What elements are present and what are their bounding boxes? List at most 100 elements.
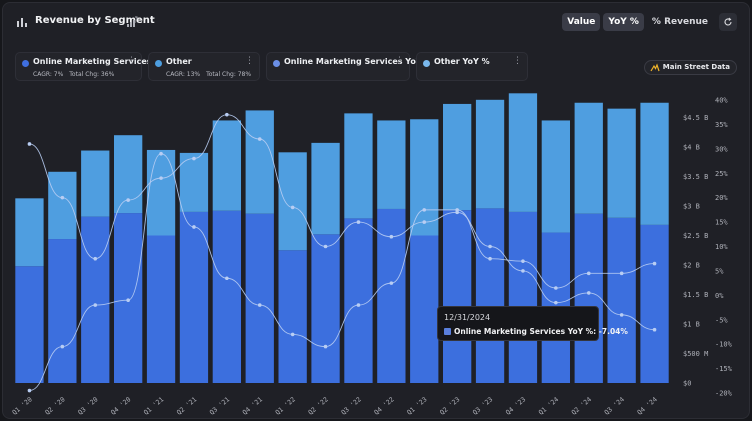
bar-online-marketing [114, 213, 143, 383]
right-axis-tick: 15% [715, 219, 728, 227]
legend-label: Online Marketing Services YoY... [284, 57, 430, 66]
x-axis-tick: Q2 '21 [175, 395, 198, 416]
oms-yoy-point [389, 234, 394, 239]
oms-yoy-point [290, 205, 295, 210]
other-yoy-point [290, 332, 295, 337]
x-axis-tick: Q1 '20 [11, 395, 34, 416]
other-yoy-point [422, 208, 427, 212]
bar-other [607, 108, 636, 218]
chart-type-icon[interactable] [126, 16, 138, 28]
oms-yoy-point [586, 291, 591, 295]
left-axis-tick: $1.5 B [683, 291, 708, 299]
toggle-percent-revenue[interactable]: % Revenue [651, 17, 708, 27]
chart-title: Revenue by Segment [35, 15, 155, 26]
other-yoy-point [192, 225, 196, 229]
other-yoy-point [521, 259, 525, 263]
legend-stats: CAGR: 7% Total Chg: 36% [33, 71, 114, 78]
bar-other [311, 142, 340, 235]
chart-header: Revenue by Segment Value YoY % % Revenue [3, 3, 749, 41]
left-axis-tick: $3 B [683, 203, 700, 211]
right-axis-tick: 35% [715, 121, 728, 129]
bar-chart-icon [17, 18, 27, 27]
bar-online-marketing [574, 213, 603, 383]
source-label: Main Street Data [662, 63, 730, 71]
refresh-button[interactable] [719, 13, 737, 31]
other-yoy-point [257, 303, 262, 307]
total-change-value: Total Chg: 36% [69, 71, 115, 78]
x-axis-tick: Q3 '21 [208, 395, 231, 416]
legend-label: Online Marketing Services [33, 57, 152, 66]
x-axis-tick: Q4 '21 [241, 395, 264, 416]
x-axis-tick: Q1 '23 [405, 395, 428, 416]
tooltip-date: 12/31/2024 [444, 313, 491, 322]
oms-yoy-point [619, 313, 624, 317]
other-yoy-point [652, 261, 657, 266]
x-axis-tick: Q3 '23 [471, 395, 494, 416]
bar-other [48, 171, 77, 240]
bar-online-marketing [344, 218, 373, 383]
right-axis-tick: -20% [715, 390, 733, 398]
x-axis-tick: Q2 '22 [307, 395, 330, 416]
right-axis-tick: -5% [715, 316, 728, 324]
view-toggle-group: Value YoY % % Revenue [562, 13, 713, 31]
more-options-icon[interactable]: ⋮ [513, 56, 522, 66]
left-axis-tick: $1 B [683, 321, 700, 329]
more-options-icon[interactable]: ⋮ [127, 56, 136, 66]
x-axis-tick: Q2 '23 [438, 395, 461, 416]
other-yoy-point [60, 344, 65, 349]
legend: Online Marketing Services CAGR: 7% Total … [15, 52, 528, 81]
toggle-value[interactable]: Value [562, 13, 601, 31]
legend-item-oms-yoy[interactable]: Online Marketing Services YoY... ⋮ [266, 52, 429, 81]
x-axis-tick: Q2 '20 [44, 395, 67, 416]
bar-other [574, 102, 603, 214]
legend-item-other[interactable]: Other CAGR: 13% Total Chg: 78% ⋮ [148, 52, 260, 81]
oms-yoy-point [27, 142, 32, 146]
bar-other [81, 150, 110, 217]
source-badge[interactable]: Main Street Data [643, 60, 737, 75]
bar-other [212, 120, 241, 211]
oms-yoy-point [521, 269, 525, 273]
more-options-icon[interactable]: ⋮ [245, 56, 254, 66]
bar-other [15, 198, 44, 267]
bar-online-marketing [278, 250, 307, 383]
bar-other [146, 149, 176, 236]
chart-plot: $0 $500 M $1 B $1.5 B $2 B $2.5 B $3 B $3.5 B $4… [11, 93, 733, 417]
x-axis-tick: Q4 '20 [109, 395, 132, 416]
source-logo-icon [650, 63, 660, 72]
x-axis-tick: Q4 '22 [373, 395, 396, 416]
legend-item-other-yoy[interactable]: Other YoY % ⋮ [416, 52, 528, 81]
oms-yoy-point [323, 244, 328, 249]
left-axis-tick: $0 [683, 380, 691, 388]
cagr-value: CAGR: 13% [166, 71, 201, 78]
bar-online-marketing [179, 211, 209, 383]
bar-online-marketing [640, 224, 669, 383]
cagr-value: CAGR: 7% [33, 71, 64, 78]
right-axis-tick: 10% [715, 243, 728, 251]
other-yoy-point [159, 151, 163, 156]
oms-yoy-point [356, 220, 361, 224]
legend-label: Other [166, 57, 192, 66]
oms-yoy-point [93, 256, 98, 261]
legend-item-online-marketing[interactable]: Online Marketing Services CAGR: 7% Total … [15, 52, 152, 81]
left-axis-tick: $3.5 B [683, 173, 708, 181]
bar-other [640, 102, 669, 225]
bar-other [344, 113, 373, 219]
other-yoy-line [29, 153, 655, 392]
x-axis-tick: Q2 '24 [570, 395, 593, 416]
legend-dot [155, 60, 162, 67]
other-yoy-point [455, 208, 459, 212]
bar-online-marketing [245, 213, 274, 383]
oms-yoy-point [257, 137, 262, 141]
tooltip-swatch [444, 328, 451, 335]
right-axis-tick: 5% [715, 267, 724, 275]
left-axis-tick: $500 M [683, 350, 708, 358]
bar-other [377, 120, 406, 209]
tooltip-label: Online Marketing Services YoY %: -7.04% [454, 327, 628, 336]
left-axis-tick: $4 B [683, 144, 700, 152]
more-options-icon[interactable]: ⋮ [395, 56, 404, 66]
toggle-yoy[interactable]: YoY % [603, 13, 644, 31]
other-yoy-point [389, 281, 394, 285]
bar-other [541, 120, 570, 233]
right-axis-tick: -10% [715, 341, 733, 349]
